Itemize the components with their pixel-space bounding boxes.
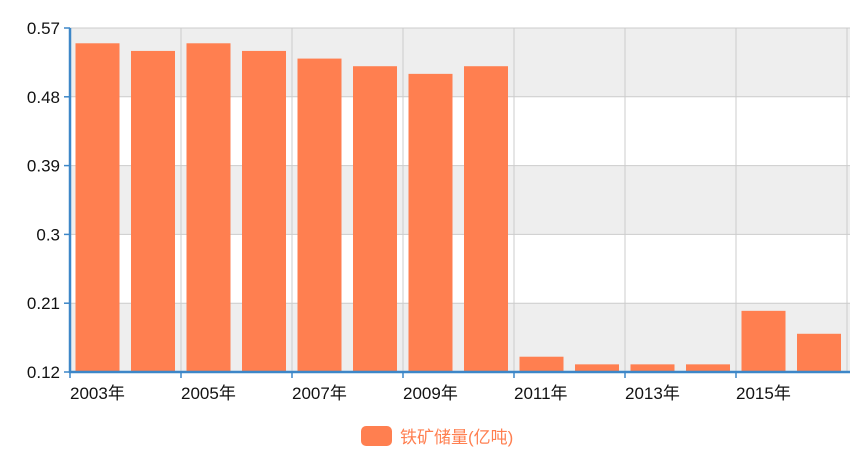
bar-2005年[interactable] [186,43,231,373]
x-tick-label: 2003年 [70,384,125,403]
y-tick-label: 0.57 [27,19,60,38]
x-tick-label: 2013年 [625,384,680,403]
bar-2010年[interactable] [464,66,508,372]
x-tick-label: 2009年 [403,384,458,403]
y-tick-label: 0.12 [27,363,60,382]
x-tick-label: 2015年 [736,384,791,403]
x-tick-label: 2005年 [181,384,236,403]
bar-2004年[interactable] [131,50,175,372]
legend-label[interactable]: 铁矿储量(亿吨) [400,428,513,447]
y-tick-label: 0.39 [27,157,60,176]
y-axis-tick-labels: 0.57 0.48 0.39 0.3 0.21 0.12 [27,19,60,382]
bar-2011年[interactable] [519,356,564,372]
y-tick-label: 0.21 [27,294,60,313]
legend[interactable]: 铁矿储量(亿吨) [361,426,513,447]
bar-2012年[interactable] [575,364,619,372]
bar-2007年[interactable] [297,58,342,372]
legend-swatch[interactable] [361,426,392,446]
bar-2016年[interactable] [797,333,841,372]
bar-2015年[interactable] [741,310,786,372]
axes [64,27,850,378]
y-tick-label: 0.48 [27,88,60,107]
bar-series [75,43,841,373]
bar-2006年[interactable] [242,50,286,372]
x-tick-label: 2007年 [292,384,347,403]
bar-2003年[interactable] [75,43,120,373]
bar-2014年[interactable] [686,364,730,372]
x-tick-label: 2011年 [514,384,568,403]
bar-2009年[interactable] [408,73,453,372]
y-tick-label: 0.3 [36,225,60,244]
bar-2008年[interactable] [353,66,397,372]
bar-2013年[interactable] [630,364,675,372]
x-axis-tick-labels: 2003年 2005年 2007年 2009年 2011年 2013年 2015年 [70,384,791,403]
